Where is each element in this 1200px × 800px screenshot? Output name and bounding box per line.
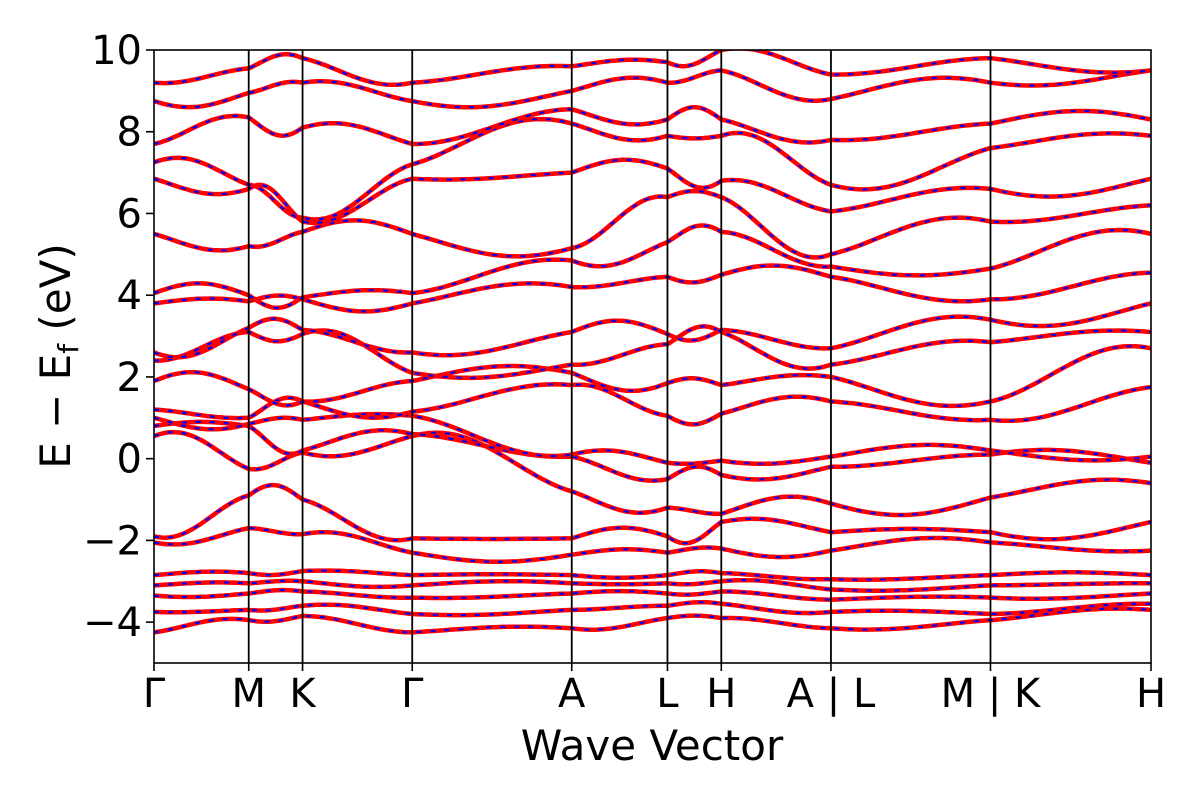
y-tick-label: 8 [117,110,142,156]
x-tick-label: A [558,671,586,717]
band-line-solid [154,188,1151,260]
y-tick-label: 2 [117,355,142,401]
band-line-dashed [154,589,1151,601]
x-axis-label: Wave Vector [521,721,784,770]
band-line-solid [154,104,1151,147]
band-line-solid [154,263,1151,314]
band-lines [154,50,1151,635]
x-tick-label: M [231,671,266,717]
plot-frame [153,49,1152,664]
band-line-solid [154,429,1151,518]
high-symmetry-lines [247,50,992,663]
y-tick-label: 6 [117,191,142,237]
y-axis-label-unit: (eV) [31,243,80,344]
x-tick-label: Γ [143,671,166,717]
plot-background [154,50,1151,663]
band-line-solid [154,411,1151,467]
band-line-dashed [154,325,1151,380]
band-line-dashed [154,50,1151,86]
y-tick-label: 4 [117,273,142,319]
band-line-dashed [154,420,1151,482]
band-line-dashed [154,569,1151,581]
band-line-dashed [154,345,1151,407]
band-line-solid [154,525,1151,565]
y-axis-label: E − Ef (eV) [31,243,85,469]
x-tick-label: H [706,671,736,717]
x-tick-label: L [656,671,679,717]
x-tick-label: Γ [401,671,424,717]
x-tick-label: A | L [787,671,876,717]
band-line-dashed [154,484,1151,545]
band-line-solid [154,116,1151,222]
y-tick-label: −4 [83,600,142,646]
band-line-solid [154,68,1151,110]
y-axis-ticks: −4 −2 0 2 4 6 8 10 [83,28,154,646]
y-axis-label-subscript: f [52,343,85,354]
x-tick-label: H [1136,671,1166,717]
x-tick-label: K [289,671,317,717]
band-line-dashed [154,224,1151,309]
band-line-solid [154,606,1151,635]
band-line-dashed [154,601,1151,617]
band-line-dashed [154,579,1151,592]
band-line-dashed [154,302,1151,359]
y-tick-label: −2 [83,518,142,564]
x-tick-label: M | K [941,671,1042,717]
band-line-dashed [154,158,1151,225]
y-tick-label: 10 [91,28,142,74]
y-tick-label: 0 [117,437,142,483]
